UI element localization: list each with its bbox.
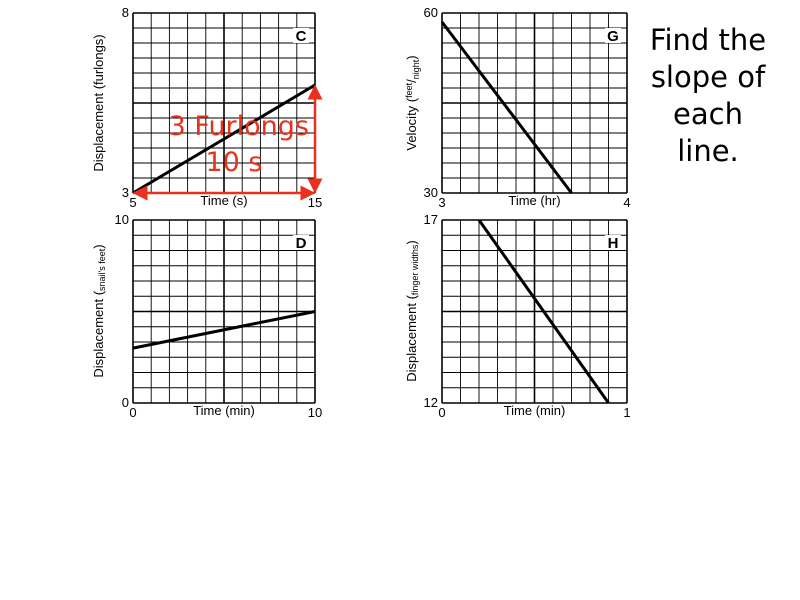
- y-tick-label: 60: [424, 5, 438, 20]
- panel-label: D: [296, 235, 307, 252]
- x-tick-label: 15: [308, 195, 322, 210]
- y-axis-label: Displacement (finger widths): [404, 240, 420, 382]
- y-axis-label-main: Velocity (: [404, 97, 419, 150]
- y-axis-label: Displacement (snail's feet): [91, 244, 107, 377]
- grid: [132, 219, 316, 404]
- y-axis-label: Displacement (furlongs): [91, 34, 106, 171]
- x-axis-label-bg: [182, 404, 266, 418]
- panel-label-box: [605, 235, 621, 250]
- y-tick-label: 8: [122, 5, 129, 20]
- y-tick-label: 3: [122, 185, 129, 200]
- y-axis-label-close: ): [91, 244, 106, 248]
- y-axis-label: Velocity (feet/night): [404, 55, 421, 150]
- rise-label: 3 Furlongs: [169, 111, 309, 142]
- grid: [441, 219, 628, 404]
- panel-label-box: [293, 28, 309, 43]
- x-tick-label: 0: [129, 405, 136, 420]
- panel-label-box: [605, 28, 621, 43]
- grid: [441, 12, 628, 194]
- x-tick-label: 10: [308, 405, 322, 420]
- y-tick-label: 0: [122, 395, 129, 410]
- x-tick-label: 3: [438, 195, 445, 210]
- y-tick-label: 17: [424, 212, 438, 227]
- series-line: [132, 310, 316, 350]
- y-tick-label: 12: [424, 395, 438, 410]
- y-axis-label-unit: night: [411, 59, 421, 79]
- y-axis-label-unit: feet: [404, 82, 414, 98]
- x-tick-label: 0: [438, 405, 445, 420]
- y-axis-label-main: Displacement (: [404, 294, 419, 381]
- x-axis-label-bg: [492, 194, 577, 208]
- series-line: [440, 21, 573, 194]
- panel-label-box: [293, 235, 309, 250]
- chart-panel-g: G 3 4 30 60 Time (hr) Velocity (feet/night): [404, 5, 631, 210]
- panel-label: C: [296, 28, 307, 45]
- chart-panel-d: D 0 10 0 10 Time (min) Displacement (snail's f…: [91, 212, 322, 420]
- x-tick-label: 1: [623, 405, 630, 420]
- x-axis-label-bg: [492, 404, 577, 418]
- y-axis-label-unit: snail's feet: [97, 248, 107, 291]
- x-axis-label: Time (hr): [508, 193, 560, 208]
- x-tick-label: 5: [129, 195, 136, 210]
- panel-label: H: [608, 235, 619, 252]
- y-axis-label-unit: finger widths: [410, 244, 420, 295]
- panel-label: G: [607, 28, 619, 45]
- slope-annotation: 3 Furlongs 10 s: [132, 84, 323, 201]
- series-line: [132, 83, 316, 195]
- prompt-text: Find the slope of each line.: [649, 23, 767, 168]
- y-tick-label: 10: [115, 212, 129, 227]
- x-tick-label: 4: [623, 195, 630, 210]
- x-axis-label: Time (min): [504, 403, 566, 418]
- series-line: [477, 219, 610, 404]
- chart-panel-c: C 5 15 3 8 Time (s) Displacement (furlongs) 3 F…: [91, 5, 323, 210]
- chart-panel-h: H 0 1 12 17 Time (min) Displacement (finger wi…: [404, 212, 631, 420]
- y-axis-label-close: ): [404, 240, 419, 244]
- y-axis-label-close: ): [404, 55, 419, 59]
- run-label: 10 s: [205, 147, 262, 178]
- y-tick-label: 30: [424, 185, 438, 200]
- y-axis-label-main: Displacement (: [91, 290, 106, 377]
- x-axis-label: Time (s): [200, 193, 247, 208]
- x-axis-label: Time (min): [193, 403, 255, 418]
- y-axis-label-slash: /: [404, 79, 419, 83]
